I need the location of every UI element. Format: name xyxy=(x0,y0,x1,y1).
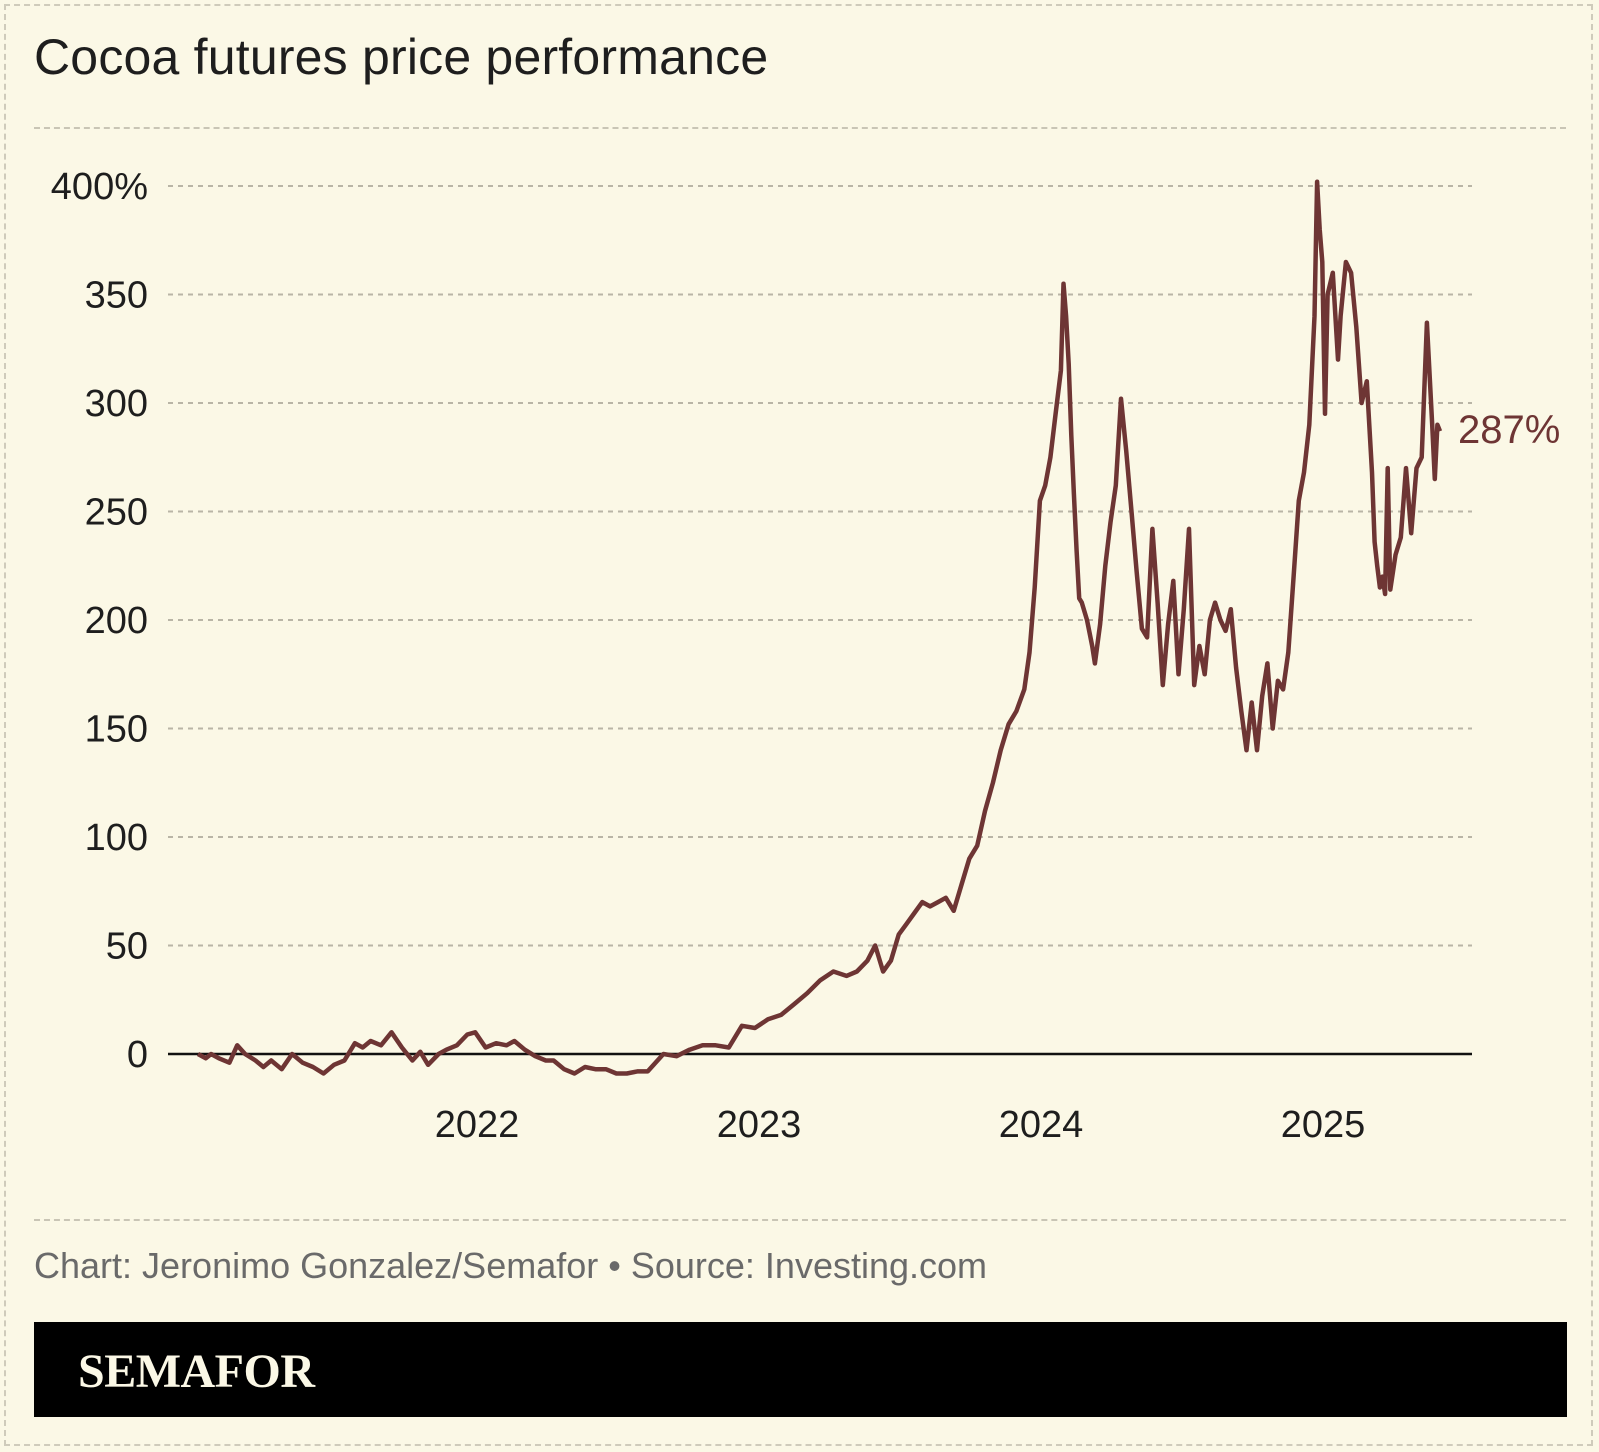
x-tick-label: 2023 xyxy=(717,1104,802,1146)
y-axis-ticks: 0 50 100 150 200 250 300 350 400% xyxy=(51,166,148,1076)
brand-logo: SEMAFOR xyxy=(78,1345,315,1398)
y-tick-label: 400% xyxy=(51,166,148,208)
chart-frame xyxy=(4,4,1593,1446)
x-tick-label: 2024 xyxy=(999,1104,1084,1146)
chart-title: Cocoa futures price performance xyxy=(34,29,769,85)
x-tick-label: 2022 xyxy=(435,1104,520,1146)
y-tick-label: 350 xyxy=(85,275,148,317)
x-axis-ticks: 2022 2023 2024 2025 xyxy=(435,1104,1366,1146)
y-tick-label: 250 xyxy=(85,492,148,534)
top-divider xyxy=(34,127,1566,129)
y-tick-label: 50 xyxy=(106,926,148,968)
y-tick-label: 150 xyxy=(85,709,148,751)
source-credit: Chart: Jeronimo Gonzalez/Semafor • Sourc… xyxy=(34,1245,988,1286)
y-tick-label: 300 xyxy=(85,383,148,425)
series-line xyxy=(196,179,1443,1076)
y-tick-label: 100 xyxy=(85,817,148,859)
y-tick-label: 0 xyxy=(127,1034,148,1076)
brand-bar: SEMAFOR xyxy=(34,1322,1567,1417)
x-tick-label: 2025 xyxy=(1281,1104,1366,1146)
bottom-divider xyxy=(34,1219,1566,1221)
gridlines xyxy=(168,185,1472,947)
y-tick-label: 200 xyxy=(85,600,148,642)
end-value-label: 287% xyxy=(1458,408,1560,452)
